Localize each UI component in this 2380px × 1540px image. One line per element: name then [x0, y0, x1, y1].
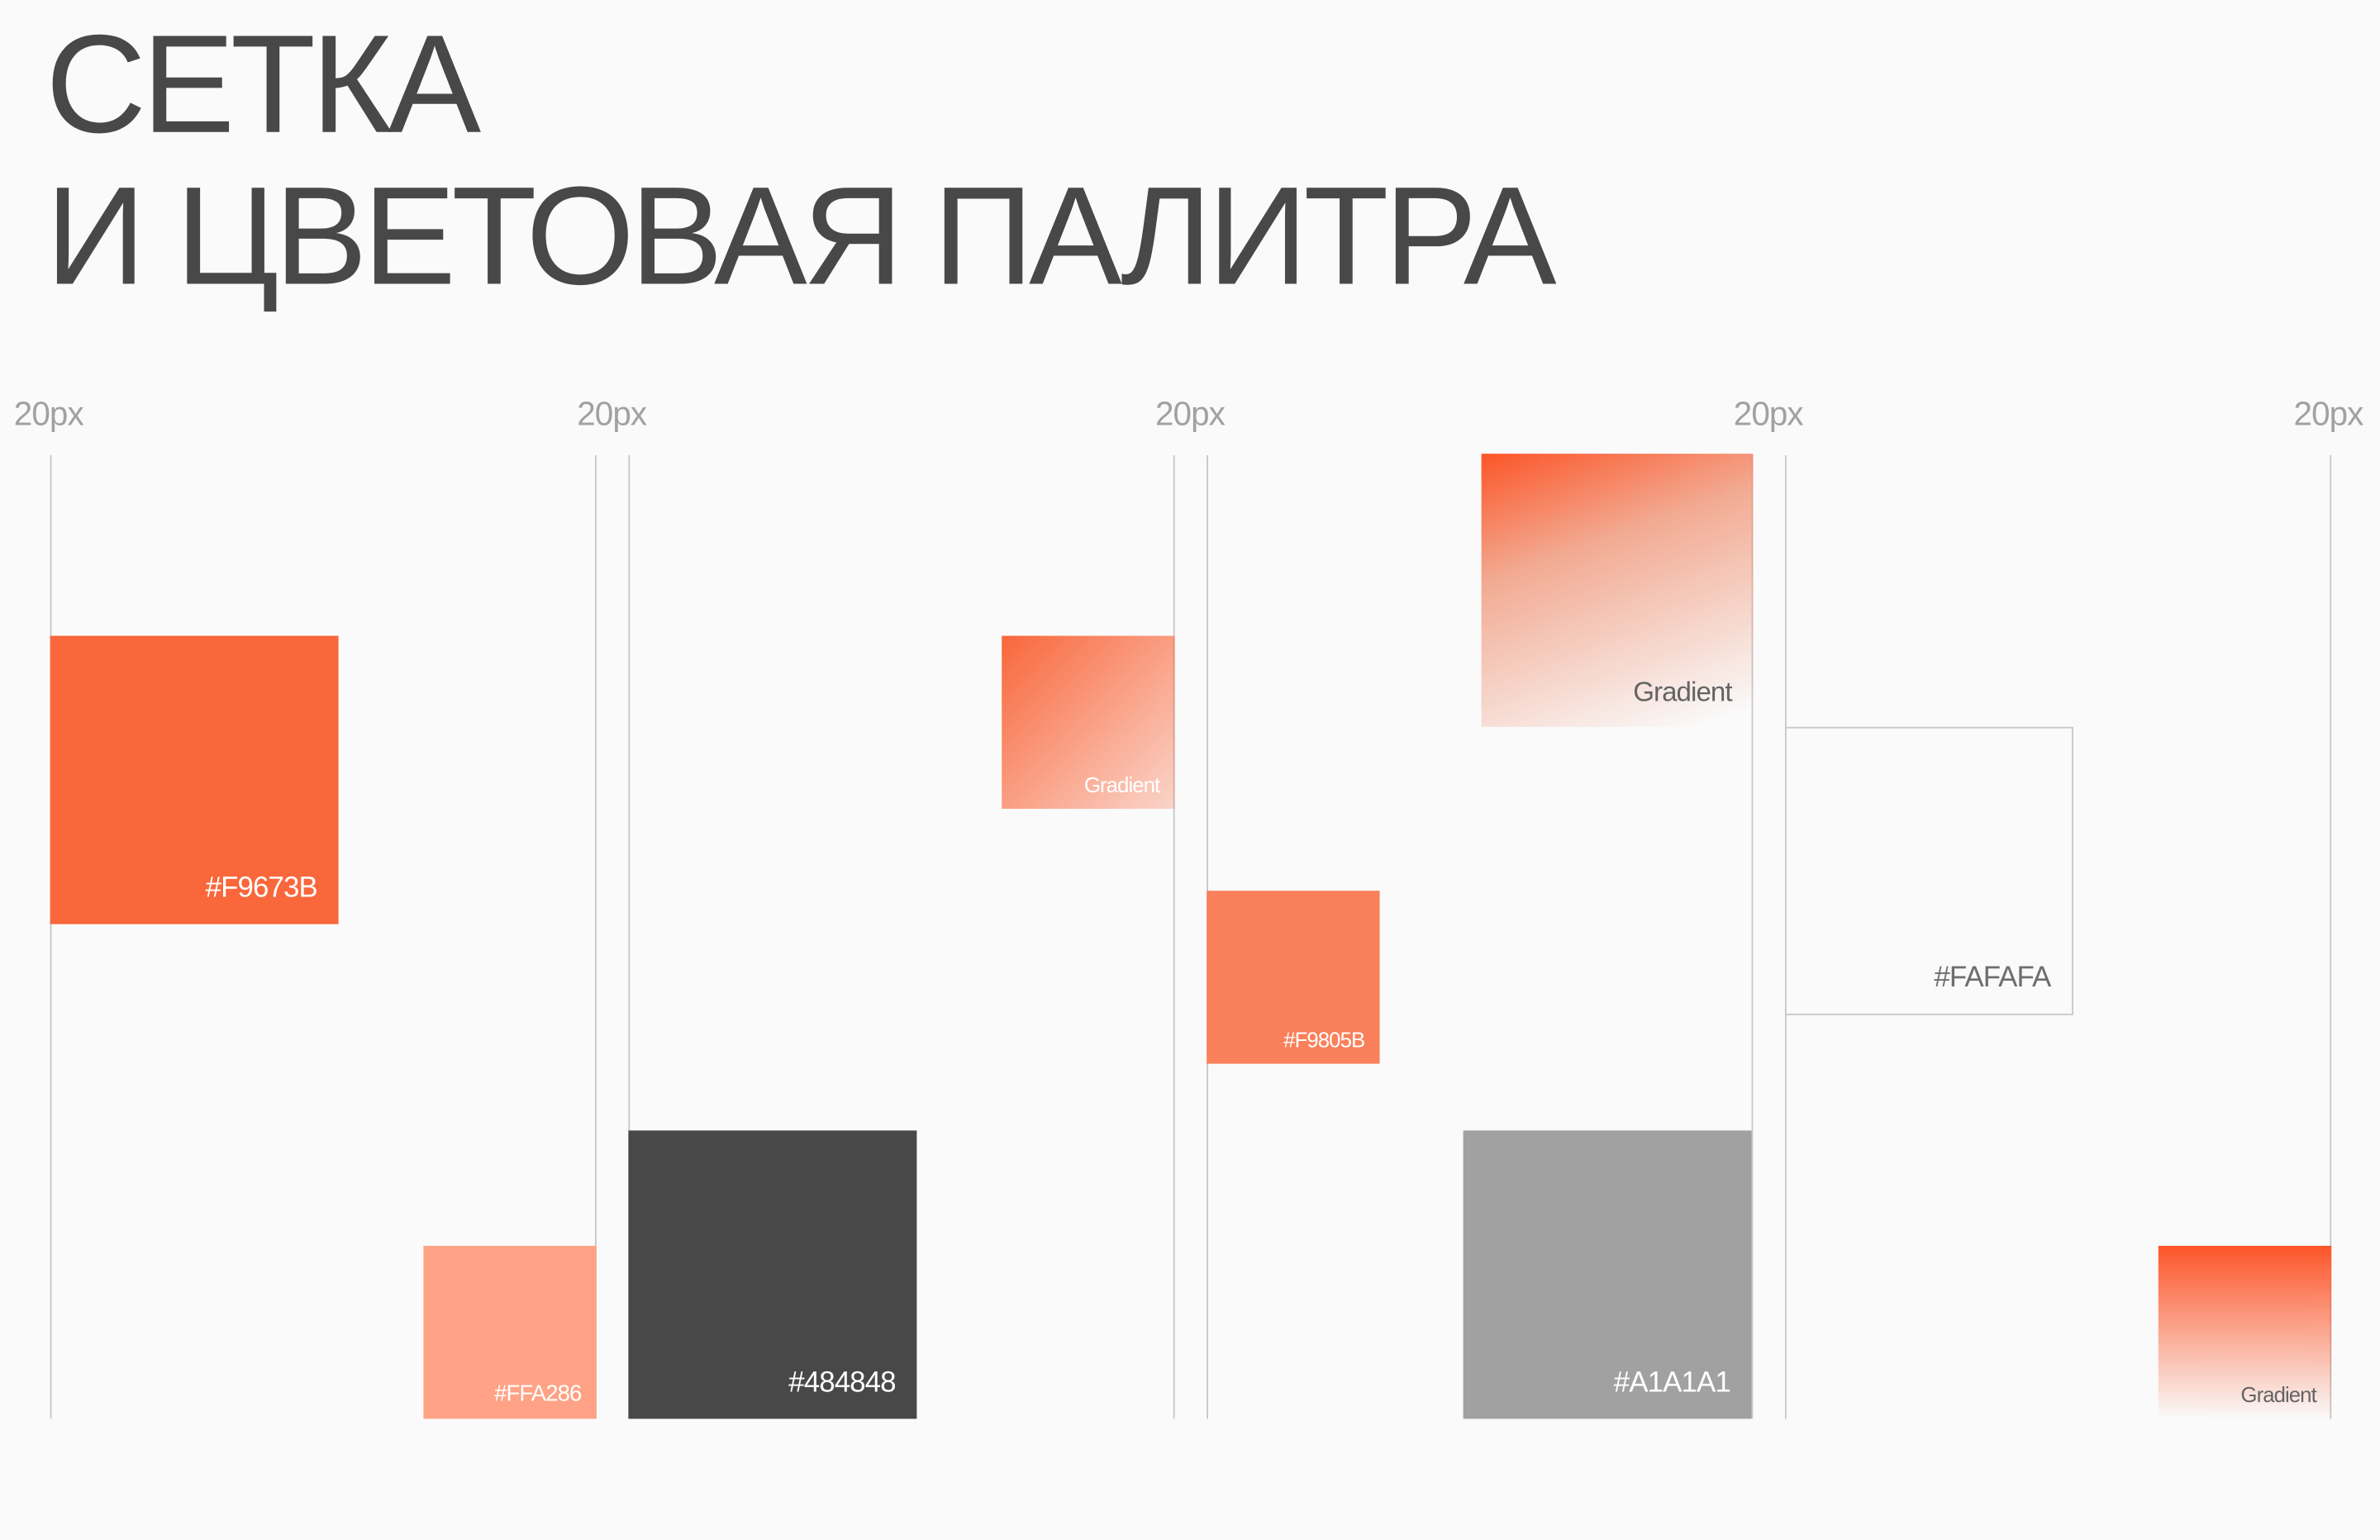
swatch: #FFA286	[423, 1245, 597, 1419]
swatch-label: #F9805B	[1283, 1027, 1365, 1052]
grid-label: 20px	[1154, 394, 1226, 433]
swatch: Gradient	[1481, 454, 1754, 727]
swatch-label: #FAFAFA	[1934, 962, 2051, 995]
swatch: Gradient	[1002, 635, 1175, 809]
grid-line	[594, 455, 597, 1419]
swatch-label: Gradient	[1633, 677, 1732, 707]
grid-label: 20px	[2293, 394, 2364, 433]
grid-label: 20px	[577, 394, 647, 433]
title-line: И ЦВЕТОВАЯ ПАЛИТРА	[45, 159, 1557, 315]
grid-line	[1751, 455, 1754, 1419]
grid-label: 20px	[13, 394, 84, 433]
swatch-label: Gradient	[2240, 1382, 2317, 1407]
grid-label: 20px	[1733, 394, 1804, 433]
swatch: #484848	[628, 1130, 917, 1419]
swatch-label: #FFA286	[494, 1381, 582, 1407]
swatch: #F9805B	[1207, 891, 1380, 1064]
swatch: Gradient	[2158, 1245, 2332, 1419]
grid-line	[628, 455, 631, 1419]
grid-line	[1173, 455, 1175, 1419]
swatch-label: Gradient	[1083, 772, 1160, 797]
swatch: #F9673B	[50, 635, 339, 924]
swatch-label: #A1A1A1	[1613, 1367, 1731, 1400]
swatch: #A1A1A1	[1463, 1130, 1752, 1419]
title-line: СЕТКА	[45, 7, 481, 163]
grid-line	[2330, 455, 2332, 1419]
swatch: #FAFAFA	[1784, 726, 2073, 1015]
swatch-label: #484848	[788, 1367, 896, 1400]
grid-line	[50, 455, 52, 1419]
swatch-label: #F9673B	[205, 872, 318, 905]
